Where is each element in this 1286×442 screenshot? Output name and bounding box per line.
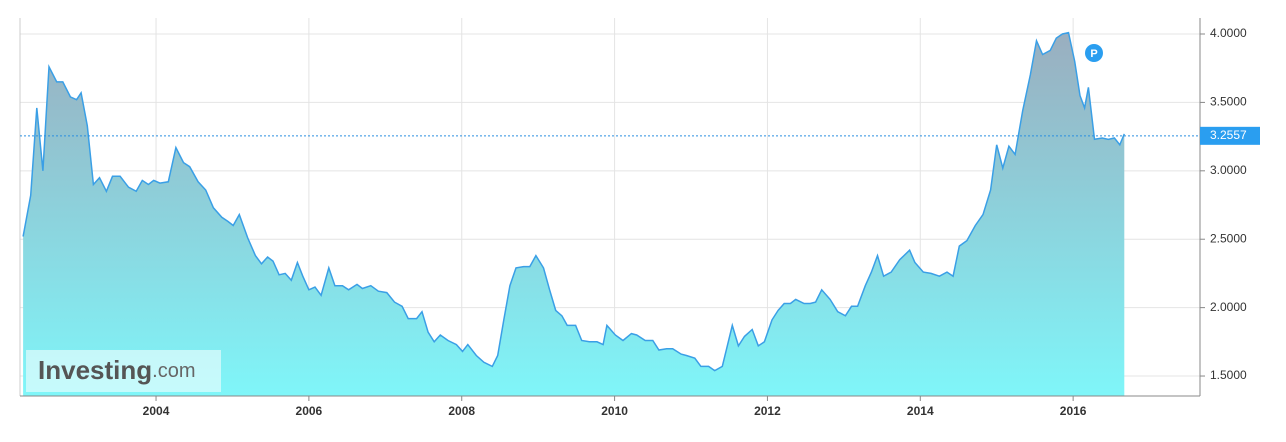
watermark-brand: Investing.com (38, 355, 195, 385)
y-tick-label: 2.0000 (1210, 300, 1247, 314)
series (22, 31, 1125, 396)
x-tick-label: 2010 (601, 404, 628, 418)
watermark: Investing.com (26, 350, 221, 392)
area-fill (23, 32, 1125, 396)
y-tick-label: 1.5000 (1210, 368, 1247, 382)
y-tick-label: 2.5000 (1210, 231, 1247, 245)
y-tick-label: 4.0000 (1210, 26, 1247, 40)
current-value-label: 3.2557 (1210, 128, 1247, 142)
x-tick-label: 2004 (143, 404, 170, 418)
x-tick-label: 2008 (448, 404, 475, 418)
marker-label: P (1090, 48, 1097, 60)
overlay: 3.2557 P (20, 44, 1260, 145)
x-tick-label: 2012 (754, 404, 781, 418)
y-tick-label: 3.0000 (1210, 163, 1247, 177)
y-tick-label: 3.5000 (1210, 95, 1247, 109)
x-tick-label: 2014 (907, 404, 934, 418)
x-tick-label: 2016 (1060, 404, 1087, 418)
watermark-box (26, 350, 221, 392)
x-tick-label: 2006 (296, 404, 323, 418)
watermark-brand-text: Investing (38, 355, 152, 385)
current-value-box (1200, 126, 1260, 145)
marker-badge (1085, 44, 1103, 62)
area-line (22, 31, 1125, 372)
watermark-suffix: .com (152, 360, 195, 382)
